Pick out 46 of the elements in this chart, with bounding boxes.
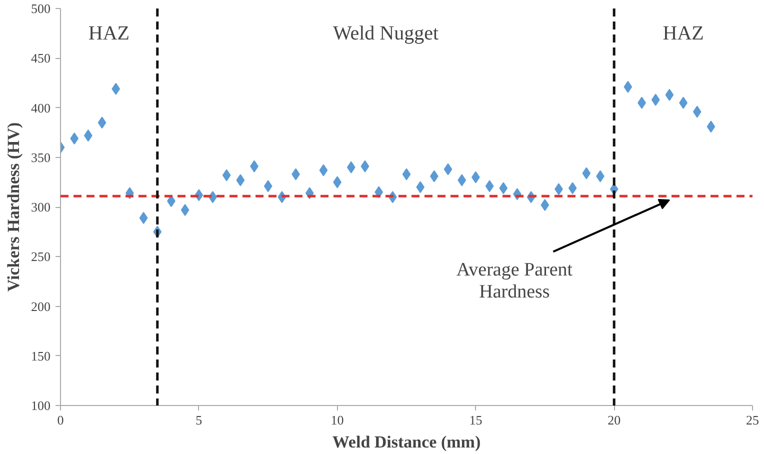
point	[416, 181, 425, 194]
y-tick-label: 200	[31, 298, 50, 314]
point	[499, 182, 508, 194]
y-tick-label: 250	[31, 249, 50, 264]
annotation: HAZ	[662, 22, 704, 44]
y-tick-label: 450	[31, 50, 50, 66]
annotation: Average Parent Hardness	[456, 260, 574, 303]
point	[706, 120, 716, 133]
point	[236, 174, 245, 186]
y-tick-label: 100	[31, 398, 50, 413]
point	[360, 160, 370, 172]
point	[568, 182, 577, 194]
y-axis-title: Vickers Hardness (HV)	[4, 122, 23, 292]
x-tick-label: 10	[330, 412, 344, 428]
x-tick-label: 5	[196, 412, 202, 428]
point	[402, 168, 411, 180]
point	[651, 94, 660, 106]
point	[665, 88, 674, 101]
x-axis-title: Weld Distance (mm)	[332, 432, 481, 452]
y-tick-label: 350	[31, 150, 50, 165]
x-tick-label: 15	[469, 412, 482, 428]
point	[112, 82, 120, 95]
x-tick-label: 0	[57, 412, 64, 428]
point	[319, 164, 328, 176]
x-tick-label: 25	[746, 412, 759, 428]
point	[139, 212, 148, 224]
point	[458, 174, 466, 186]
annotation: Weld Nugget	[332, 22, 439, 44]
point	[98, 116, 106, 129]
point	[624, 80, 632, 93]
annotation: HAZ	[88, 22, 130, 44]
point	[264, 180, 272, 192]
point	[346, 161, 356, 174]
point	[222, 169, 231, 182]
point	[582, 167, 591, 180]
point	[180, 204, 190, 216]
point	[692, 106, 702, 118]
point	[444, 163, 452, 176]
point	[70, 132, 79, 145]
y-tick-label: 500	[31, 1, 50, 16]
y-tick-label: 300	[31, 200, 50, 214]
x-tick-label: 20	[608, 412, 621, 428]
y-tick-label: 150	[31, 348, 50, 364]
point	[485, 180, 494, 192]
y-tick-label: 400	[31, 100, 50, 116]
point	[540, 199, 550, 212]
